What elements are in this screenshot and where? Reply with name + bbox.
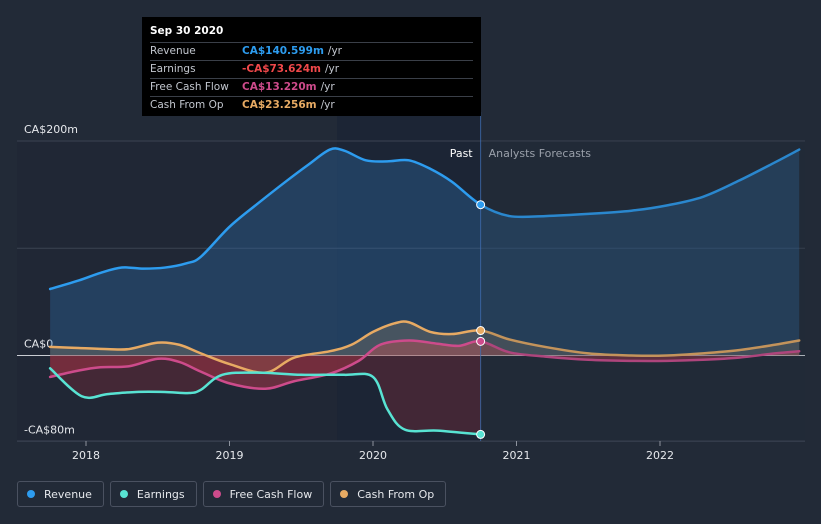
marker-earnings [476, 429, 486, 439]
tooltip-value: CA$13.220m [242, 81, 317, 93]
tooltip-label: Revenue [150, 45, 196, 57]
x-tick-label: 2022 [646, 449, 674, 462]
tooltip-row-cash-from-op: Cash From Op CA$23.256m /yr [150, 96, 473, 114]
legend-item-earnings[interactable]: Earnings [109, 481, 197, 507]
x-tick-label: 2019 [216, 449, 244, 462]
marker-revenue [476, 200, 486, 210]
legend-label: Cash From Op [357, 487, 435, 501]
tooltip-label: Free Cash Flow [150, 81, 229, 93]
legend-item-free-cash-flow[interactable]: Free Cash Flow [202, 481, 325, 507]
legend-dot-icon [212, 490, 221, 498]
legend-dot-icon [340, 490, 349, 498]
legend-label: Free Cash Flow [229, 487, 313, 501]
past-highlight-band [337, 112, 481, 441]
tooltip-date: Sep 30 2020 [150, 25, 224, 37]
past-region-band [17, 141, 338, 441]
y-axis-label: CA$200m [24, 123, 78, 136]
forecast-label: Analysts Forecasts [489, 147, 592, 160]
legend-item-cash-from-op[interactable]: Cash From Op [330, 481, 447, 507]
marker-cash-from-op [476, 326, 486, 336]
x-tick-label: 2018 [72, 449, 100, 462]
tooltip-row-earnings: Earnings -CA$73.624m /yr [150, 60, 473, 78]
legend: Revenue Earnings Free Cash Flow Cash Fro… [17, 481, 447, 507]
legend-dot-icon [119, 490, 128, 498]
marker-free-cash-flow [476, 336, 486, 346]
past-label: Past [450, 147, 474, 160]
x-tick-label: 2021 [503, 449, 531, 462]
y-axis-label: CA$0 [24, 338, 53, 351]
tooltip-row-revenue: Revenue CA$140.599m /yr [150, 42, 473, 60]
tooltip-value: CA$140.599m [242, 45, 324, 57]
area-revenue [50, 148, 800, 356]
tooltip-label: Cash From Op [150, 99, 224, 111]
tooltip: Sep 30 2020 Revenue CA$140.599m /yr Earn… [142, 17, 481, 116]
tooltip-unit: /yr [320, 99, 335, 111]
tooltip-label: Earnings [150, 63, 196, 75]
legend-label: Revenue [44, 487, 92, 501]
legend-item-revenue[interactable]: Revenue [17, 481, 104, 507]
area-earnings-negative [50, 355, 481, 435]
tooltip-value: -CA$73.624m [242, 63, 321, 75]
line-earnings [48, 367, 482, 436]
line-revenue [48, 147, 801, 291]
legend-dot-icon [27, 490, 35, 498]
legend-label: Earnings [136, 487, 185, 501]
y-axis-label: -CA$80m [24, 423, 75, 436]
tooltip-value: CA$23.256m [242, 99, 317, 111]
line-cash-from-op [48, 320, 801, 374]
area-cash-from-op [50, 321, 800, 373]
tooltip-unit: /yr [327, 45, 342, 57]
forecast-shade [480, 141, 805, 441]
area-free-cash-flow [50, 340, 800, 389]
tooltip-row-free-cash-flow: Free Cash Flow CA$13.220m /yr [150, 78, 473, 96]
tooltip-unit: /yr [324, 63, 340, 75]
tooltip-unit: /yr [320, 81, 335, 93]
chart: CA$200m CA$0 -CA$80m 2018 2019 2020 2021 2022 Pa… [17, 112, 805, 462]
line-free-cash-flow [48, 339, 801, 390]
x-tick-label: 2020 [359, 449, 387, 462]
